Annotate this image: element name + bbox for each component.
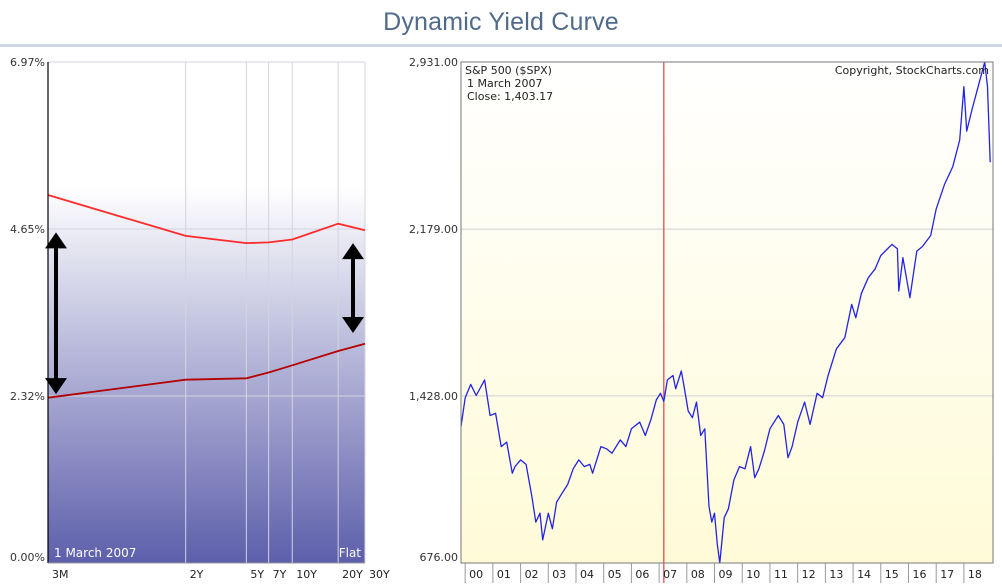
yield-spread-arrows	[45, 232, 364, 395]
spx-x-tick: 13	[829, 568, 843, 581]
spx-x-tick: 08	[691, 568, 705, 581]
yield-x-tick: 20Y	[342, 568, 363, 581]
spx-plot-background	[461, 62, 993, 563]
yield-x-tick: 7Y	[273, 568, 287, 581]
spx-x-tick: 06	[635, 568, 649, 581]
spx-x-tick: 03	[552, 568, 566, 581]
yield-x-tick-labels: 3M 2Y 5Y 7Y 10Y 20Y 30Y	[52, 568, 390, 581]
spx-title: S&P 500 ($SPX)	[465, 64, 552, 77]
spx-x-tick: 01	[497, 568, 511, 581]
yield-x-tick: 10Y	[296, 568, 317, 581]
page-header: Dynamic Yield Curve	[0, 0, 1002, 47]
spx-x-tick: 18	[968, 568, 982, 581]
yield-x-tick: 30Y	[369, 568, 390, 581]
spx-y-tick: 676.00	[420, 551, 459, 564]
yield-date-label: 1 March 2007	[54, 546, 136, 560]
spx-x-tick: 07	[663, 568, 677, 581]
spx-x-tick: 10	[746, 568, 760, 581]
spx-x-tick: 14	[857, 568, 871, 581]
spx-x-tick: 12	[802, 568, 816, 581]
spread-arrow-head-down	[342, 316, 364, 333]
spread-arrow-head-up	[342, 243, 364, 260]
spread-arrow-head-down	[45, 378, 67, 395]
page-title: Dynamic Yield Curve	[383, 7, 619, 36]
yield-x-tick: 5Y	[250, 568, 264, 581]
spx-x-tick: 11	[774, 568, 788, 581]
yield-y-tick: 2.32%	[10, 390, 45, 403]
yield-grid	[48, 61, 366, 563]
spx-y-tick: 2,931.00	[409, 56, 458, 69]
spx-x-tick: 16	[912, 568, 926, 581]
charts-canvas: 1 March 2007 Flat 0.00% 2.32% 4.65% 6.97% 3…	[10, 56, 994, 583]
spx-copyright: Copyright, StockCharts.com	[835, 64, 989, 77]
spx-x-tick: 05	[608, 568, 622, 581]
yield-curve-chart: 1 March 2007 Flat 0.00% 2.32% 4.65% 6.97% 3…	[10, 56, 390, 581]
spx-annotation-date: 1 March 2007	[467, 77, 543, 90]
spx-x-tick: 04	[580, 568, 594, 581]
spx-x-tick: 17	[940, 568, 954, 581]
spx-plot-border	[460, 61, 994, 564]
spx-x-tick: 00	[469, 568, 483, 581]
yield-series-group	[47, 194, 366, 399]
spread-arrow-head-up	[45, 232, 67, 249]
spx-y-tick: 1,428.00	[409, 390, 458, 403]
yield-series-line	[47, 194, 366, 245]
yield-y-tick: 0.00%	[10, 551, 45, 564]
spx-x-tick: 15	[885, 568, 899, 581]
spx-x-tick-labels: 00 01 02 03 04 05 06 07 08 09 10 11 12 13 14 15 16 17 18	[464, 563, 982, 583]
spx-annotation-close: Close: 1,403.17	[467, 90, 553, 103]
spx-x-tick: 02	[525, 568, 539, 581]
spx-y-tick: 2,179.00	[409, 223, 458, 236]
yield-x-tick: 3M	[52, 568, 69, 581]
yield-plot-gradient	[48, 187, 365, 563]
yield-series-line	[47, 342, 366, 399]
spx-y-tick-labels: 2,931.00 2,179.00 1,428.00 676.00	[409, 56, 458, 564]
spx-chart: S&P 500 ($SPX) Copyright, StockCharts.co…	[409, 56, 994, 583]
spx-x-tick: 09	[719, 568, 733, 581]
yield-y-tick-labels: 0.00% 2.32% 4.65% 6.97%	[10, 56, 45, 564]
spx-price-line	[460, 61, 991, 564]
yield-y-tick: 6.97%	[10, 56, 45, 69]
yield-y-tick: 4.65%	[10, 223, 45, 236]
yield-status-label: Flat	[339, 546, 362, 560]
yield-x-tick: 2Y	[190, 568, 204, 581]
